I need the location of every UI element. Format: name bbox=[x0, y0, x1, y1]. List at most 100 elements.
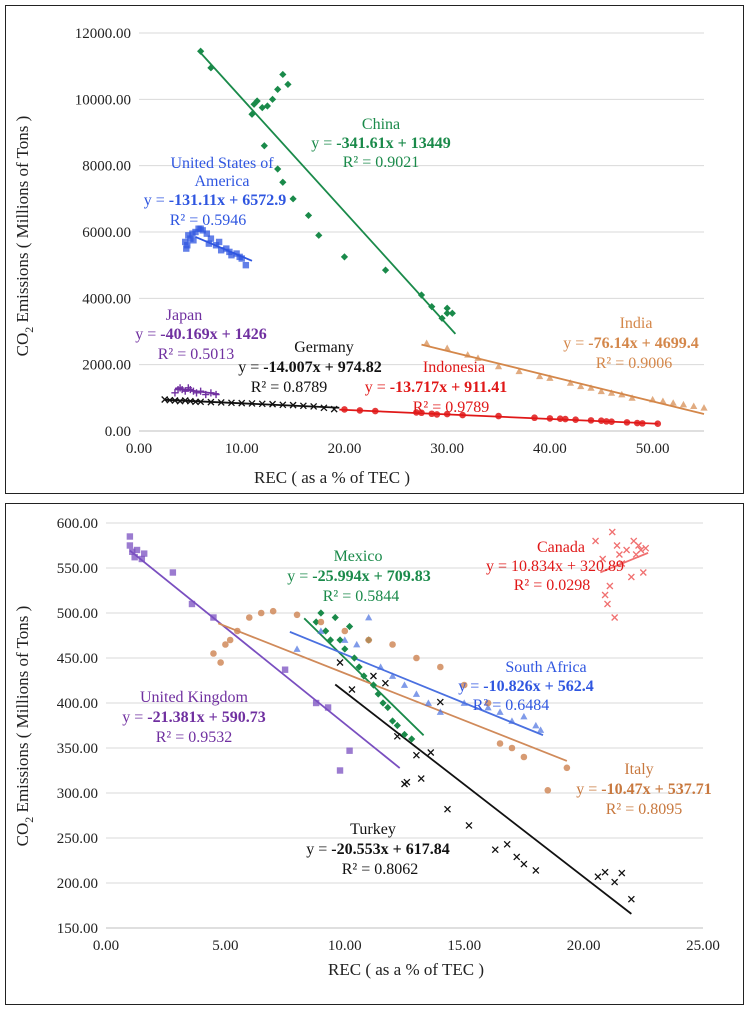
indonesia-point bbox=[459, 411, 466, 419]
indonesia-point bbox=[654, 420, 662, 428]
italy-point bbox=[460, 681, 468, 689]
y-axis-label: CO2 Emissions ( Millions of Tons ) bbox=[13, 116, 36, 357]
indonesia-point bbox=[587, 417, 595, 424]
italy-point bbox=[257, 609, 265, 617]
indonesia-point bbox=[433, 411, 441, 418]
turkey-point bbox=[417, 775, 425, 783]
mexico-point bbox=[384, 703, 392, 712]
china-point bbox=[448, 309, 456, 317]
indonesia-point bbox=[562, 415, 569, 423]
south-africa-point bbox=[508, 717, 516, 724]
india-point bbox=[494, 362, 503, 370]
japan-r2: R² = 0.5013 bbox=[158, 346, 235, 363]
india-point bbox=[587, 384, 595, 391]
canada-trendline bbox=[599, 552, 649, 574]
india-label: India bbox=[620, 315, 653, 332]
germany-point bbox=[320, 404, 328, 412]
canada-point bbox=[608, 528, 616, 536]
china-point bbox=[284, 80, 292, 89]
y-tick-label: 350.00 bbox=[57, 741, 98, 757]
mexico-point bbox=[379, 699, 387, 707]
turkey-point bbox=[513, 853, 521, 861]
germany-point bbox=[289, 401, 297, 409]
usa-equation: y = -131.11x + 6572.9 bbox=[144, 192, 287, 209]
italy-label: Italy bbox=[624, 761, 653, 778]
canada-point bbox=[592, 537, 599, 545]
india-equation: y = -76.14x + 4699.4 bbox=[563, 335, 698, 352]
china-equation: y = -341.61x + 13449 bbox=[311, 135, 450, 152]
china-point bbox=[268, 95, 277, 103]
canada-point bbox=[599, 555, 607, 563]
japan-point bbox=[202, 390, 210, 399]
indonesia-point bbox=[546, 415, 554, 422]
indonesia-point bbox=[556, 415, 564, 423]
germany-point bbox=[279, 401, 287, 409]
japan-point bbox=[207, 389, 215, 397]
china-point bbox=[417, 291, 426, 299]
mexico-point bbox=[355, 663, 363, 671]
italy-point bbox=[389, 641, 396, 648]
germany-label: Germany bbox=[294, 339, 354, 356]
china-point bbox=[274, 85, 282, 93]
mexico-point bbox=[345, 622, 354, 631]
canada-point bbox=[613, 542, 621, 549]
indonesia-equation: y = -13.717x + 911.41 bbox=[365, 379, 508, 396]
mexico-point bbox=[393, 721, 401, 730]
turkey-point bbox=[436, 698, 444, 706]
south-africa-point bbox=[436, 708, 444, 715]
mexico-point bbox=[331, 613, 339, 622]
y-tick-label: 400.00 bbox=[57, 696, 98, 712]
germany-point bbox=[227, 399, 235, 407]
canada-point bbox=[635, 542, 642, 549]
canada-point bbox=[623, 546, 631, 554]
bottom-scatter-chart: 150.00 200.00 250.00 300.00 350.00 400.00 450.… bbox=[13, 516, 720, 979]
germany-point bbox=[238, 399, 246, 407]
turkey-point bbox=[601, 868, 609, 876]
mexico-point bbox=[360, 672, 368, 680]
indonesia-r2: R² = 0.9789 bbox=[413, 399, 490, 416]
china-point bbox=[340, 253, 349, 261]
china-point bbox=[443, 309, 451, 317]
japan-point bbox=[197, 387, 205, 395]
south-africa-point bbox=[424, 699, 432, 706]
india-point bbox=[474, 354, 482, 361]
united-states-of-america-point bbox=[236, 253, 243, 261]
south-africa-point bbox=[341, 636, 349, 643]
y-axis-label: CO2 Emissions ( Millions of Tons ) bbox=[13, 606, 36, 847]
italy-point bbox=[520, 753, 528, 761]
italy-point bbox=[226, 636, 234, 644]
y-tick-label: 6000.00 bbox=[82, 225, 131, 241]
indonesia-point bbox=[356, 407, 364, 414]
united-kingdom-point bbox=[126, 533, 134, 540]
x-tick-label: 30.00 bbox=[430, 441, 464, 457]
indonesia-point bbox=[371, 407, 379, 415]
uk-label: United Kingdom bbox=[140, 689, 249, 706]
germany-point bbox=[248, 400, 256, 407]
indonesia-point bbox=[443, 410, 451, 418]
united-states-of-america-point bbox=[217, 247, 225, 254]
italy-point bbox=[269, 607, 277, 615]
uk-r2: R² = 0.9532 bbox=[156, 729, 233, 746]
china-trendline bbox=[197, 50, 457, 335]
south-africa-point bbox=[460, 699, 468, 706]
y-tick-label: 0.00 bbox=[105, 424, 131, 440]
china-point bbox=[428, 303, 436, 311]
india-point bbox=[566, 379, 575, 386]
mexico-point bbox=[341, 645, 349, 653]
south-africa-point bbox=[400, 681, 409, 688]
x-axis-label: REC ( as a % of TEC ) bbox=[328, 960, 484, 979]
south-africa-point bbox=[520, 712, 528, 720]
mexico-point bbox=[312, 618, 320, 626]
china-point bbox=[279, 178, 287, 186]
india-r2: R² = 0.9006 bbox=[596, 355, 673, 372]
turkey-point bbox=[393, 732, 401, 740]
canada-r2: R² = 0.0298 bbox=[514, 577, 591, 594]
canada-point bbox=[615, 551, 623, 558]
india-point bbox=[659, 397, 667, 405]
indonesia-label: Indonesia bbox=[423, 359, 485, 376]
china-point bbox=[289, 195, 297, 203]
united-states-of-america-point bbox=[183, 245, 190, 252]
canada-point bbox=[627, 573, 635, 581]
china-point bbox=[274, 165, 282, 173]
italy-point bbox=[496, 740, 504, 747]
